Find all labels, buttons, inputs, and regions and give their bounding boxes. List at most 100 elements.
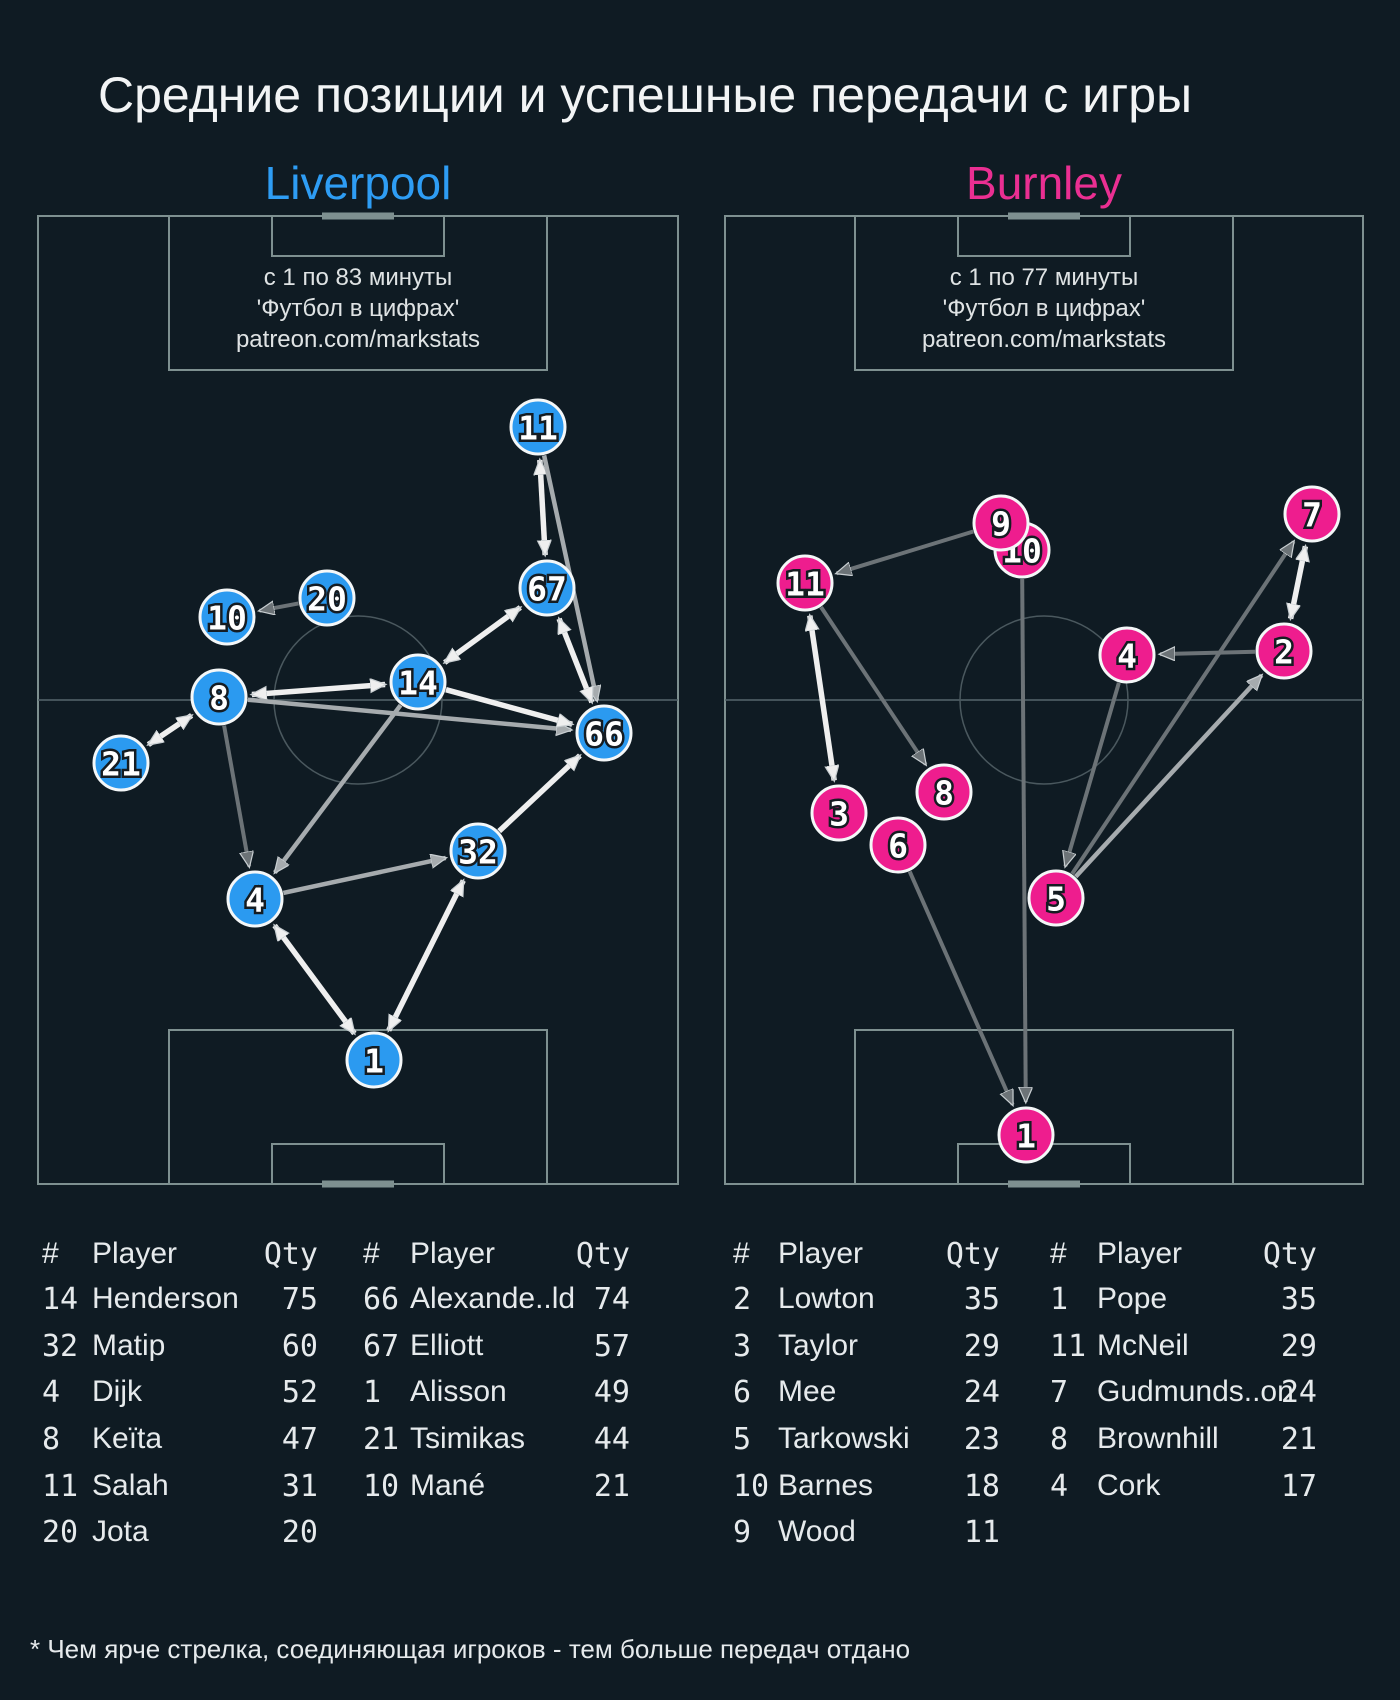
qty-value: 23 (963, 1422, 1000, 1457)
player-circle (810, 784, 868, 842)
player-node: 11 (509, 398, 567, 456)
player-number: 11 (518, 409, 558, 448)
qty-value: 18 (963, 1469, 1000, 1504)
table-header-player: Player (410, 1237, 496, 1270)
player-name: Keïta (92, 1422, 163, 1455)
player-node: 6 (869, 816, 927, 874)
player-number: 14 (398, 664, 438, 703)
player-name: Jota (92, 1515, 149, 1548)
player-shirt-number: 5 (733, 1422, 752, 1457)
qty-value: 21 (593, 1469, 630, 1504)
player-name: Alisson (410, 1375, 507, 1408)
player-shirt-number: 8 (42, 1422, 61, 1457)
player-node: 4 (1098, 626, 1156, 684)
qty-value: 35 (1280, 1282, 1317, 1317)
player-shirt-number: 6 (733, 1375, 752, 1410)
pass-arrow (445, 605, 521, 665)
pitch-note-liverpool: с 1 по 83 минуты 'Футбол в цифрах' patre… (168, 262, 548, 355)
player-number: 4 (1117, 637, 1137, 676)
player-number: 6 (888, 827, 908, 866)
player-shirt-number: 1 (363, 1375, 382, 1410)
player-number: 5 (1046, 880, 1066, 919)
pass-arrow (1065, 682, 1121, 866)
qty-value: 11 (963, 1515, 1000, 1550)
player-node: 8 (190, 668, 248, 726)
player-number: 21 (101, 745, 141, 784)
six-yard-box-top (957, 215, 1131, 257)
table-header-qty: Qty (1262, 1237, 1317, 1272)
player-node: 10 (198, 588, 256, 646)
qty-value: 49 (593, 1375, 630, 1410)
player-circle (226, 870, 284, 928)
table-header-num: # (42, 1237, 59, 1270)
qty-value: 21 (1280, 1422, 1317, 1457)
footnote: * Чем ярче стрелка, соединяющая игроков … (30, 1634, 911, 1664)
note-patreon: patreon.com/markstats (921, 326, 1167, 353)
player-name: Matip (92, 1329, 166, 1362)
note-brand: 'Футбол в цифрах' (942, 295, 1146, 322)
player-node: 5 (1027, 869, 1085, 927)
player-node: 20 (298, 569, 356, 627)
pass-arrow (148, 713, 191, 747)
player-name: Wood (778, 1515, 856, 1548)
player-shirt-number: 20 (42, 1515, 79, 1550)
pass-arrow (556, 619, 595, 703)
player-shirt-number: 9 (733, 1515, 752, 1550)
player-number: 8 (209, 679, 229, 718)
player-number: 67 (527, 570, 567, 609)
player-shirt-number: 10 (733, 1469, 770, 1504)
player-shirt-number: 10 (363, 1469, 400, 1504)
player-number: 1 (364, 1042, 384, 1081)
player-node: 21 (92, 734, 150, 792)
note-patreon: patreon.com/markstats (235, 326, 481, 353)
player-name: Henderson (92, 1282, 239, 1315)
player-circle (449, 822, 507, 880)
pass-arrows-liverpool (148, 454, 597, 1033)
player-name: Pope (1097, 1282, 1168, 1315)
player-number: 8 (934, 774, 954, 813)
player-name: Dijk (92, 1375, 142, 1408)
player-circle (776, 554, 834, 612)
player-node: 2 (1255, 622, 1313, 680)
qty-value: 29 (1280, 1329, 1317, 1364)
note-minutes: с 1 по 77 минуты (949, 264, 1139, 291)
player-circle (345, 1031, 403, 1089)
note-minutes: с 1 по 83 минуты (263, 264, 453, 291)
team-title-liverpool: Liverpool (264, 157, 452, 209)
player-node: 67 (518, 559, 576, 617)
player-node: 14 (389, 653, 447, 711)
player-shirt-number: 32 (42, 1329, 79, 1364)
pitch-note-burnley: с 1 по 77 минуты 'Футбол в цифрах' patre… (854, 262, 1234, 355)
player-node: 7 (1283, 485, 1341, 543)
player-shirt-number: 7 (1050, 1375, 1069, 1410)
player-number: 10 (207, 599, 247, 638)
player-node: 1 (997, 1106, 1055, 1164)
player-name: Elliott (410, 1329, 484, 1362)
pass-arrow (252, 684, 385, 694)
player-number: 3 (829, 795, 849, 834)
center-circle (959, 615, 1129, 785)
player-name: Barnes (778, 1469, 874, 1502)
player-circle (915, 763, 973, 821)
pass-arrow (247, 697, 571, 730)
player-number: 4 (245, 881, 265, 920)
table-header-qty: Qty (945, 1237, 1000, 1272)
player-circle (869, 816, 927, 874)
pass-arrow (259, 603, 299, 610)
player-name: Alexande..ld (410, 1282, 576, 1315)
player-name: Mané (410, 1469, 486, 1502)
pass-arrow (540, 460, 545, 555)
player-name: Mee (778, 1375, 837, 1408)
player-number: 32 (458, 833, 498, 872)
player-node: 32 (449, 822, 507, 880)
player-number: 66 (584, 715, 624, 754)
pass-arrow (445, 687, 572, 725)
player-node: 66 (575, 704, 633, 762)
table-header-num: # (363, 1237, 380, 1270)
table-header-qty: Qty (575, 1237, 630, 1272)
qty-value: 52 (281, 1375, 318, 1410)
qty-value: 60 (281, 1329, 318, 1364)
qty-value: 24 (1280, 1375, 1317, 1410)
player-node: 9 (972, 494, 1030, 552)
